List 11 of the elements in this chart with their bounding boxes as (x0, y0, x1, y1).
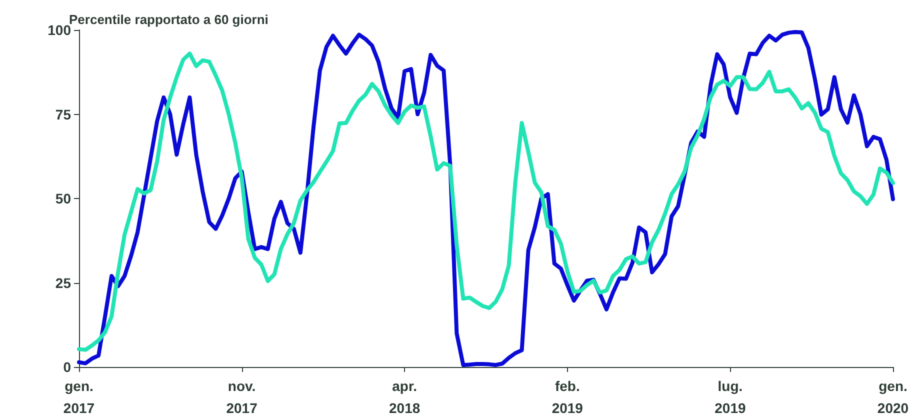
x-tick-label: apr. 2018 (389, 378, 420, 416)
x-tick-label: gen. 2017 (63, 378, 95, 416)
x-tick-label: nov. 2017 (226, 378, 258, 416)
y-tick-label: 75 (55, 106, 72, 122)
y-tick-label: 25 (55, 274, 72, 291)
x-tick-label: gen. 2020 (877, 378, 909, 416)
y-tick-label: 0 (63, 359, 72, 375)
x-tick-label: feb. 2019 (552, 378, 584, 416)
chart-title: Percentile rapportato a 60 giorni (69, 12, 268, 27)
y-tick-label: 50 (55, 190, 72, 206)
x-tick-label: lug. 2019 (714, 378, 746, 416)
